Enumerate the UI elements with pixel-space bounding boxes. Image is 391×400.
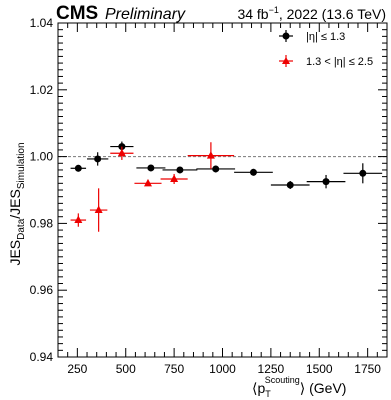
data-point <box>74 164 82 172</box>
data-point <box>359 169 367 177</box>
lumi-label: 34 fb−1, 2022 (13.6 TeV) <box>237 5 386 22</box>
data-point <box>206 151 215 159</box>
series-eta-central <box>70 141 383 189</box>
x-axis-label-open: ⟨p <box>252 380 265 396</box>
data-point <box>212 165 220 173</box>
y-axis-label-sub2: Simulation <box>16 142 27 189</box>
y-axis-label-sub1: Data <box>16 218 27 240</box>
data-point <box>94 155 102 163</box>
lumi-prefix: 34 fb <box>237 6 268 22</box>
legend: |η| ≤ 1.3 1.3 < |η| ≤ 2.5 <box>279 30 373 68</box>
lumi-suffix: , 2022 (13.6 TeV) <box>279 6 386 22</box>
legend-marker-eta-forward <box>282 57 290 64</box>
lumi-superscript: −1 <box>269 5 279 15</box>
x-axis-label: ⟨pT Scouting⟩ (GeV) <box>252 375 346 399</box>
x-tick-label: 750 <box>164 362 184 376</box>
x-tick-label: 1500 <box>306 362 333 376</box>
y-tick-label: 0.98 <box>30 216 54 230</box>
data-point <box>143 178 152 187</box>
x-tick-label: 500 <box>116 362 136 376</box>
legend-label-eta-forward: 1.3 < |η| ≤ 2.5 <box>306 56 373 68</box>
y-axis-label-slash: /JES <box>7 189 23 219</box>
plot-frame <box>57 22 388 358</box>
data-point <box>322 178 330 186</box>
data-point <box>74 215 83 224</box>
x-axis-label-close: ⟩ (GeV) <box>300 380 347 396</box>
x-axis-label-sub: T <box>265 389 271 399</box>
y-tick-label: 1.02 <box>30 83 54 97</box>
legend-label-eta-central: |η| ≤ 1.3 <box>306 31 345 43</box>
data-point <box>170 174 179 182</box>
data-point <box>249 168 257 176</box>
preliminary-label: Preliminary <box>105 6 186 23</box>
y-tick-label: 1.00 <box>30 150 54 164</box>
x-tick-label: 250 <box>67 362 87 376</box>
y-tick-label: 0.96 <box>30 283 54 297</box>
x-tick-label: 1750 <box>354 362 381 376</box>
y-tick-label: 0.94 <box>30 350 54 364</box>
x-tick-label: 1250 <box>258 362 285 376</box>
x-axis-label-sup: Scouting <box>265 375 300 385</box>
x-tick-label: 1000 <box>209 362 236 376</box>
axis-ticks: 250 500 750 1000 1250 1500 1750 0.94 0.96 0.98 1.0… <box>30 16 388 376</box>
series-eta-forward <box>70 142 235 232</box>
data-point <box>117 148 126 157</box>
data-point <box>176 166 184 174</box>
data-point <box>147 164 155 172</box>
data-marks <box>70 141 383 232</box>
y-axis-label-main1: JES <box>7 240 23 266</box>
y-tick-label: 1.04 <box>30 16 54 30</box>
legend-marker-eta-central <box>282 32 290 40</box>
data-point <box>94 205 103 214</box>
cms-label: CMS <box>56 3 98 24</box>
y-axis-label: JESData/JESSimulation <box>7 142 27 265</box>
data-point <box>286 181 294 189</box>
